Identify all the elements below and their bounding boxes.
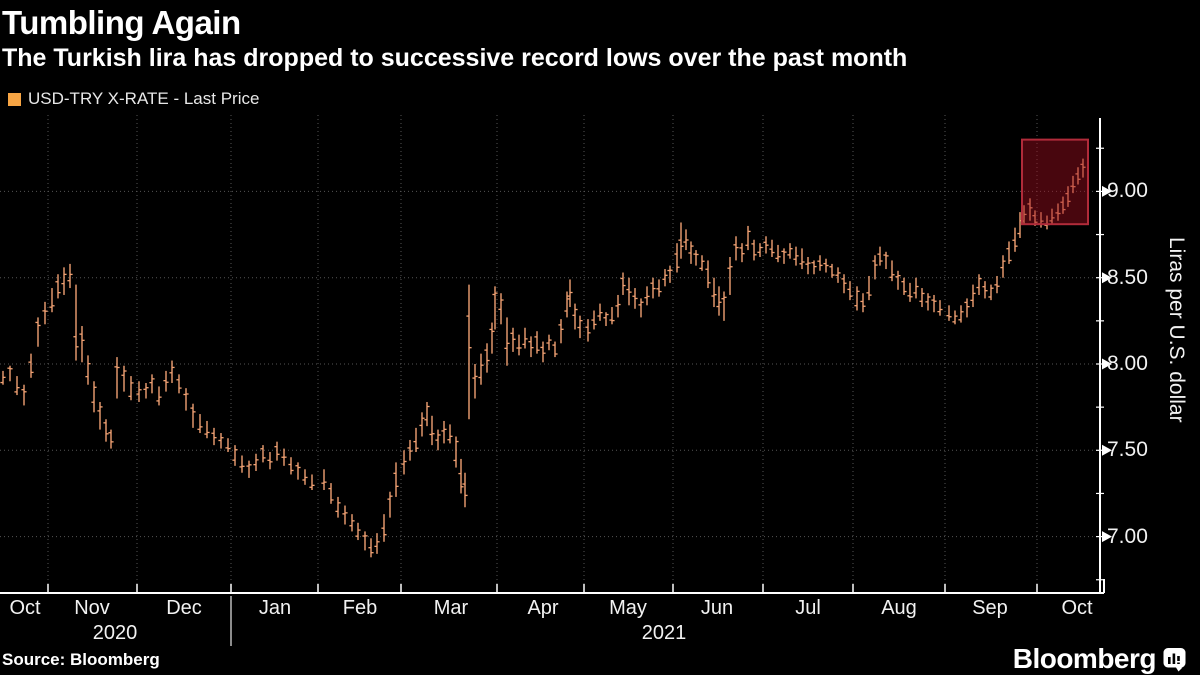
legend: USD-TRY X-RATE - Last Price bbox=[8, 89, 259, 109]
source-label: Source: Bloomberg bbox=[2, 650, 160, 669]
legend-label: USD-TRY X-RATE - Last Price bbox=[28, 89, 260, 108]
bloomberg-wordmark: Bloomberg bbox=[1012, 643, 1157, 674]
chart-subtitle: The Turkish lira has dropped to successi… bbox=[2, 44, 908, 72]
x-tick-label-jul-9: Jul bbox=[795, 597, 821, 619]
highlight-box bbox=[1021, 138, 1089, 226]
y-tick-label-7.50: 7.50 bbox=[1107, 438, 1148, 462]
x-tick-label-aug-10: Aug bbox=[881, 597, 917, 619]
bloomberg-logo: Bloomberg bbox=[1013, 643, 1188, 675]
x-tick-label-jan-3: Jan bbox=[258, 597, 292, 619]
x-tick-label-feb-4: Feb bbox=[342, 597, 378, 619]
y-tick-arrow bbox=[1102, 444, 1112, 456]
chart-title: Tumbling Again bbox=[2, 4, 241, 41]
bloomberg-chart-icon bbox=[1163, 647, 1186, 671]
y-tick-label-7.00: 7.00 bbox=[1107, 524, 1148, 548]
x-tick-label-oct-12: Oct bbox=[1061, 597, 1093, 619]
x-tick-label-apr-6: Apr bbox=[527, 597, 559, 619]
x-tick-label-oct-0: Oct bbox=[9, 597, 41, 619]
year-label-2021: 2021 bbox=[641, 622, 687, 644]
x-tick-label-sep-11: Sep bbox=[972, 597, 1008, 619]
x-tick-label-may-7: May bbox=[609, 597, 647, 619]
legend-swatch bbox=[8, 92, 21, 106]
x-tick-label-jun-8: Jun bbox=[700, 597, 734, 619]
y-axis-title: Liras per U.S. dollar bbox=[1165, 237, 1188, 423]
x-tick-label-nov-1: Nov bbox=[74, 597, 110, 619]
year-label-2020: 2020 bbox=[92, 622, 138, 644]
y-tick-arrow bbox=[1102, 531, 1112, 543]
y-tick-arrow bbox=[1102, 358, 1112, 370]
x-tick-label-mar-5: Mar bbox=[433, 597, 469, 619]
y-tick-label-8.00: 8.00 bbox=[1107, 352, 1148, 375]
x-tick-label-dec-2: Dec bbox=[166, 597, 202, 619]
y-tick-arrow bbox=[1102, 272, 1112, 284]
y-tick-arrow bbox=[1102, 185, 1112, 197]
y-tick-label-9.00: 9.00 bbox=[1107, 179, 1148, 203]
y-tick-label-8.50: 8.50 bbox=[1107, 265, 1148, 289]
